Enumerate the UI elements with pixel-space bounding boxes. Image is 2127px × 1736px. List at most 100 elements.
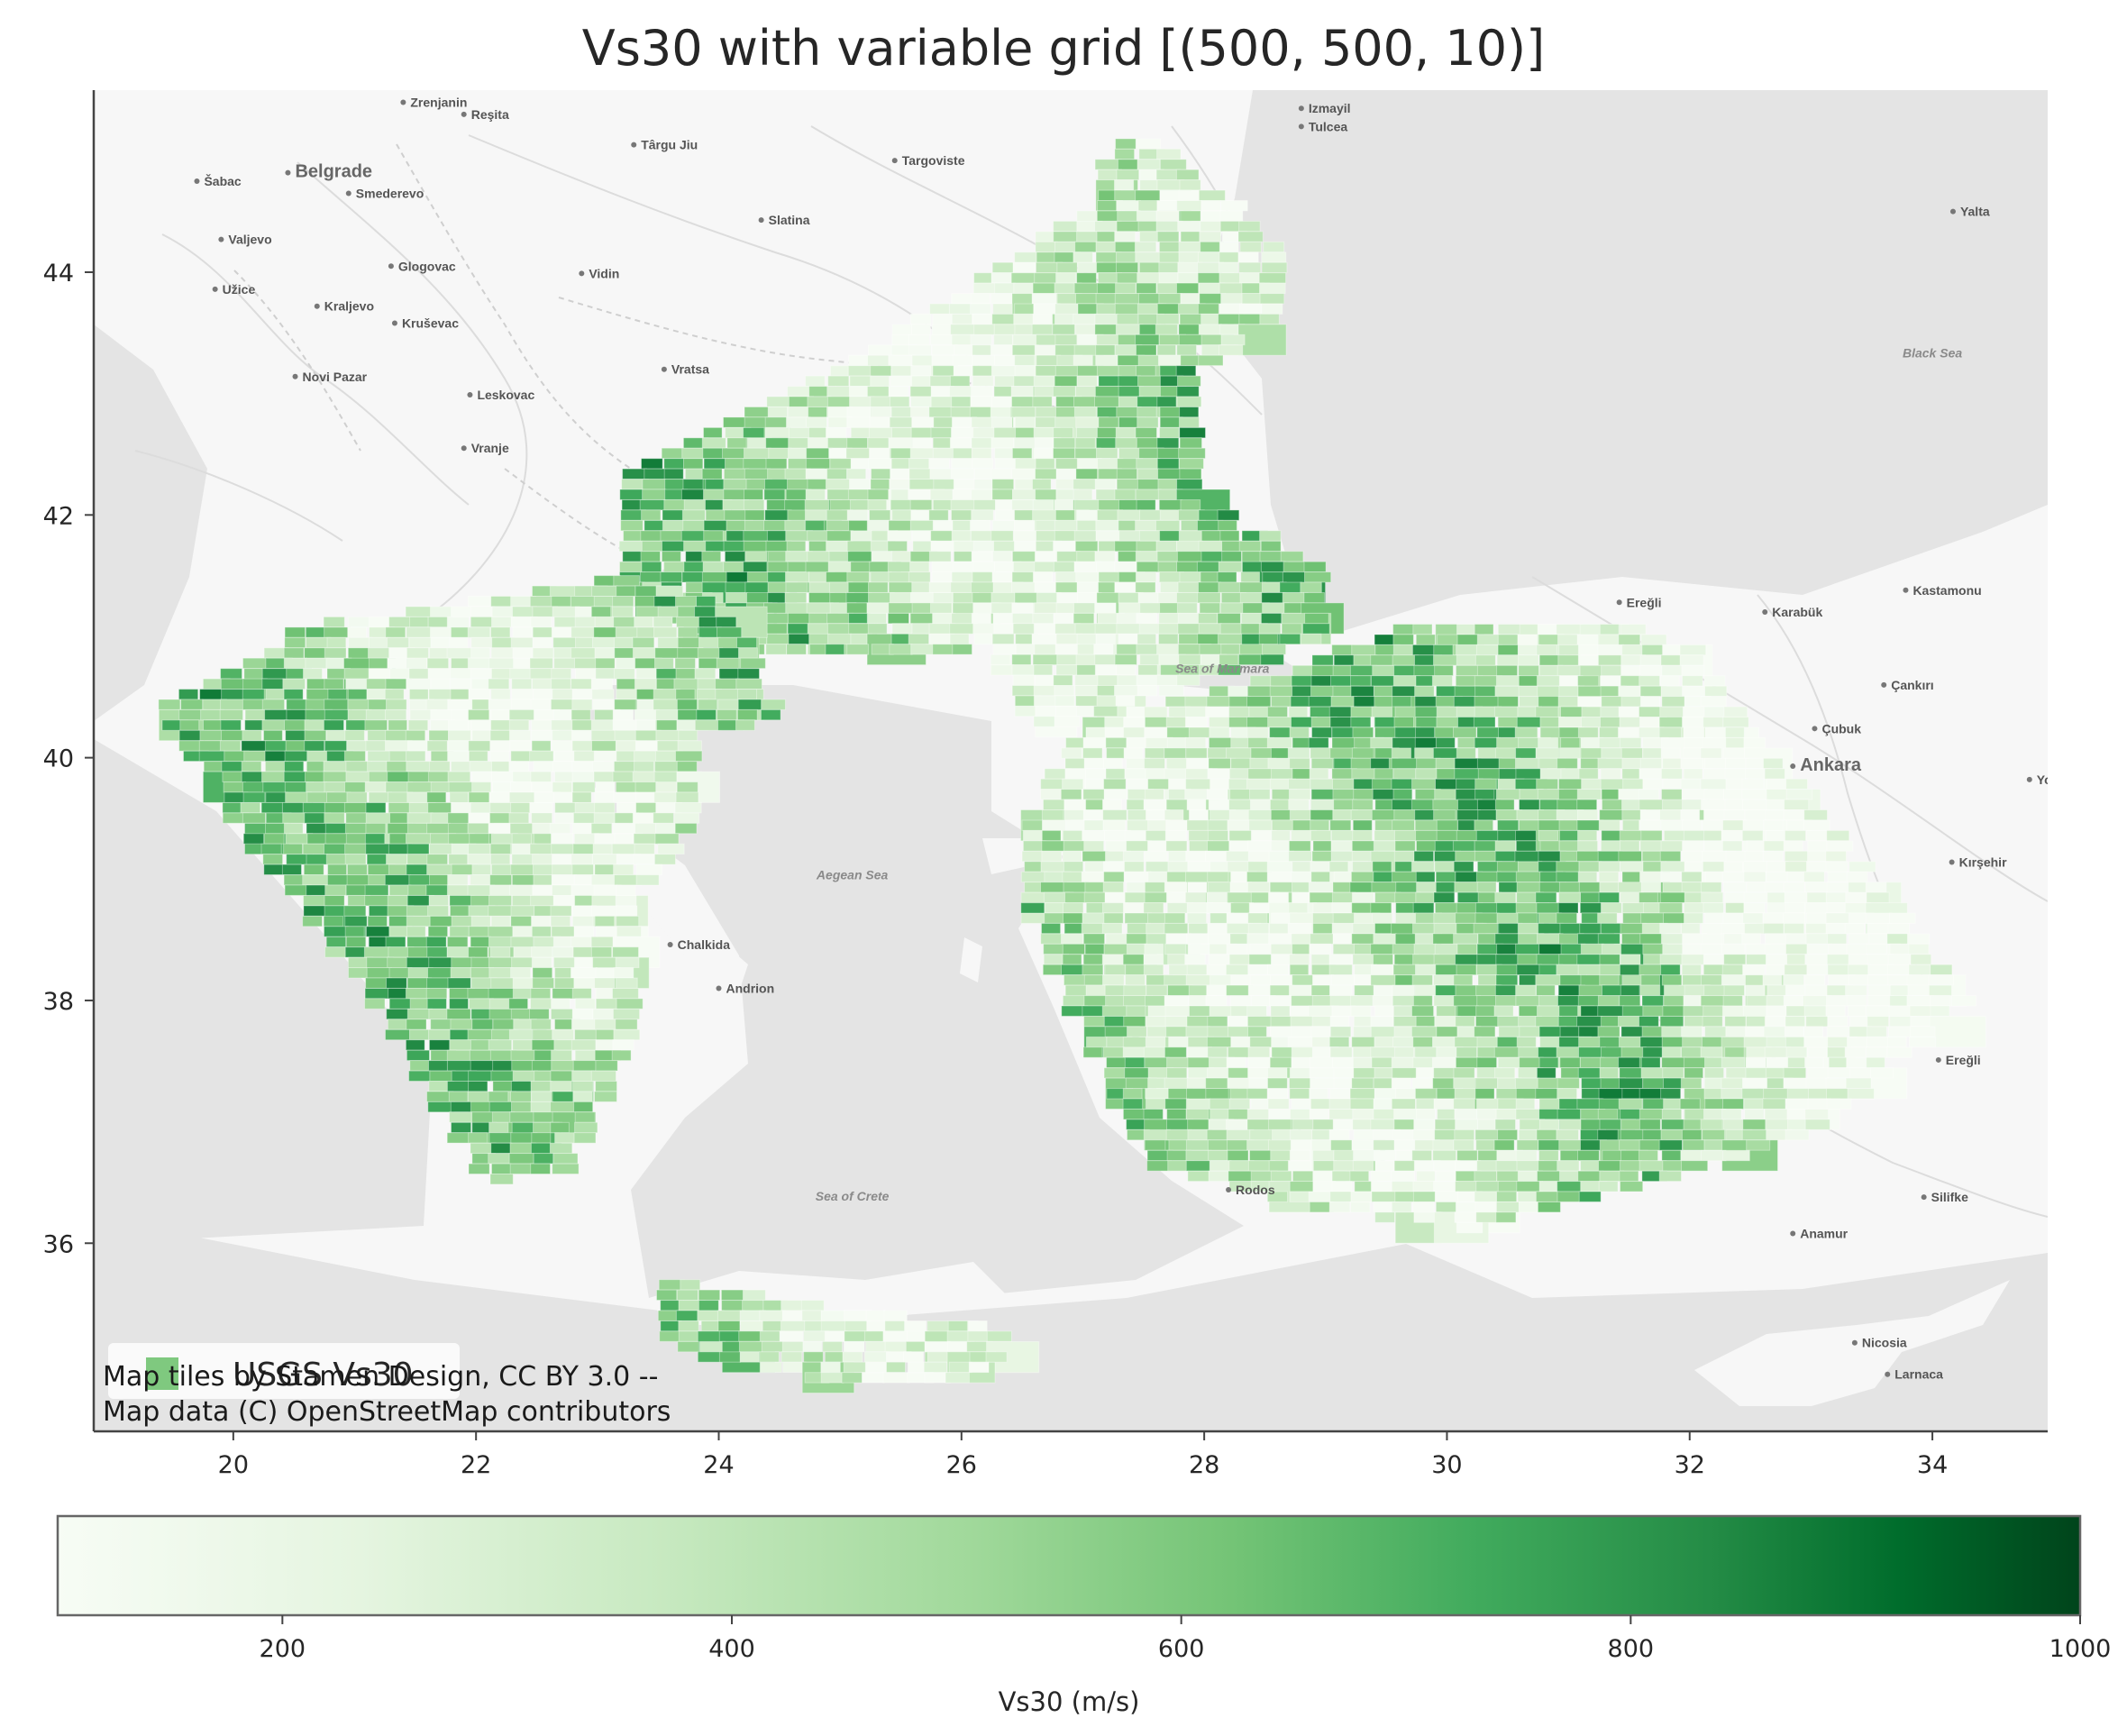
vs30-cell — [1041, 829, 1062, 842]
vs30-cell — [219, 708, 243, 721]
vs30-cell — [1497, 717, 1520, 728]
vs30-cell — [1122, 1046, 1147, 1058]
vs30-cell — [529, 843, 553, 855]
vs30-cell — [675, 791, 699, 803]
vs30-cell — [1267, 1077, 1288, 1089]
vs30-cell — [1052, 324, 1075, 335]
vs30-cell — [1456, 809, 1482, 821]
vs30-cell — [887, 540, 908, 553]
vs30-cell — [1135, 571, 1157, 583]
vs30-cell — [1329, 1016, 1350, 1028]
vs30-cell — [386, 761, 408, 772]
vs30-cell — [1826, 1026, 1851, 1037]
vs30-cell — [1373, 1098, 1394, 1110]
vs30-cell — [950, 499, 976, 511]
place-dot — [1921, 1194, 1927, 1201]
vs30-cell — [1094, 664, 1117, 676]
vs30-cell — [1238, 644, 1264, 655]
vs30-cell — [1073, 612, 1095, 625]
vs30-cell — [1515, 943, 1540, 955]
vs30-cell — [1180, 293, 1200, 305]
vs30-cell — [1035, 241, 1058, 253]
vs30-cell — [1495, 954, 1520, 965]
vs30-cell — [574, 802, 598, 814]
vs30-cell — [1433, 809, 1456, 821]
vs30-cell — [614, 699, 636, 710]
vs30-cell — [1137, 685, 1158, 697]
vs30-cell — [284, 750, 309, 763]
vs30-cell — [467, 596, 494, 608]
vs30-cell — [427, 967, 453, 979]
vs30-cell — [1350, 1005, 1372, 1017]
vs30-cell — [1474, 624, 1494, 635]
vs30-cell — [718, 1351, 742, 1363]
vs30-cell — [674, 822, 698, 835]
vs30-cell — [446, 1049, 471, 1062]
vs30-cell — [1453, 1139, 1474, 1151]
vs30-cell — [993, 333, 1014, 346]
vs30-cell — [590, 936, 614, 948]
vs30-cell — [1435, 964, 1458, 976]
vs30-cell — [488, 699, 513, 710]
vs30-cell — [1269, 1056, 1292, 1069]
vs30-cell — [263, 833, 285, 845]
vs30-cell — [470, 1060, 496, 1072]
vs30-cell — [1457, 799, 1479, 810]
vs30-cell — [716, 657, 740, 670]
vs30-cell — [261, 771, 286, 782]
vs30-cell — [508, 998, 529, 1010]
place-dot — [1298, 123, 1304, 130]
vs30-cell — [1578, 768, 1599, 780]
vs30-cell — [1300, 633, 1322, 645]
vs30-cell — [1414, 1088, 1438, 1100]
vs30-cell — [1207, 1016, 1228, 1028]
vs30-cell — [1662, 757, 1684, 770]
vs30-cell — [1515, 871, 1543, 883]
vs30-cell — [1828, 943, 1849, 955]
vs30-cell — [1136, 210, 1159, 222]
vs30-cell — [1371, 912, 1393, 924]
vs30-cell — [1906, 933, 1931, 945]
vs30-cell — [511, 833, 533, 845]
vs30-cell — [1496, 861, 1520, 873]
vs30-cell — [1260, 561, 1286, 573]
vs30-cell — [1495, 1160, 1520, 1172]
vs30-cell — [1137, 633, 1157, 645]
vs30-cell — [635, 719, 656, 731]
vs30-cell — [1517, 634, 1538, 645]
vs30-cell — [1351, 644, 1376, 656]
vs30-cell — [406, 678, 432, 690]
vs30-cell — [1198, 324, 1223, 335]
vs30-cell — [781, 1351, 803, 1363]
vs30-cell — [993, 623, 1016, 635]
vs30-cell — [489, 874, 513, 886]
colorbar-ticks: 200 400 600 800 1000 — [260, 1615, 2111, 1663]
vs30-cell — [1599, 726, 1620, 738]
vs30-cell — [1620, 747, 1644, 759]
vs30-cell — [1391, 1181, 1415, 1192]
vs30-cell — [1076, 551, 1097, 562]
vs30-cell — [1494, 933, 1520, 945]
vs30-cell — [426, 740, 448, 752]
vs30-cell — [223, 781, 247, 793]
vs30-cell — [1392, 768, 1417, 780]
vs30-cell — [1662, 1067, 1684, 1079]
vs30-cell — [405, 1039, 425, 1051]
vs30-cell — [1115, 324, 1144, 335]
vs30-cell — [533, 689, 554, 700]
vs30-cell — [488, 678, 510, 690]
vs30-cell — [574, 1111, 596, 1123]
vs30-cell — [510, 636, 534, 649]
vs30-cell — [345, 936, 367, 948]
vs30-cell — [1247, 1056, 1274, 1069]
vs30-cell — [1179, 426, 1206, 439]
vs30-cell — [1197, 592, 1221, 604]
vs30-cell — [471, 781, 492, 793]
place-dot — [579, 270, 585, 277]
vs30-cell — [1308, 882, 1333, 893]
vs30-cell — [1639, 654, 1663, 666]
vs30-cell — [701, 571, 730, 583]
vs30-cell — [1496, 664, 1519, 677]
vs30-cell — [1621, 902, 1646, 914]
vs30-cell — [902, 1351, 925, 1363]
